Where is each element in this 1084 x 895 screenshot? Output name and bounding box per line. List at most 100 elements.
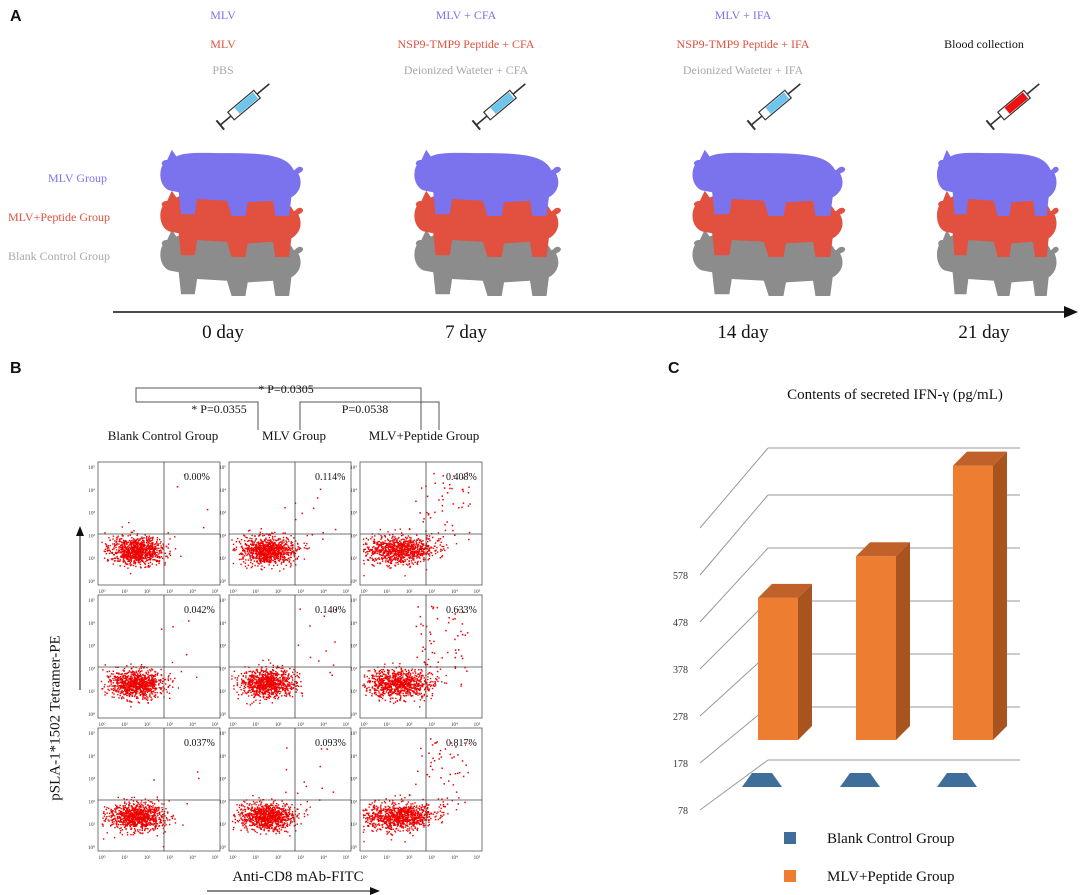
schedule-line: PBS	[212, 63, 234, 77]
gridline	[699, 494, 769, 576]
x-tick-label: 10¹	[252, 722, 259, 728]
x-tick-label: 10⁴	[320, 589, 327, 595]
timeline-illustration	[113, 83, 1078, 318]
y-tick-label: 10⁵	[219, 598, 226, 604]
x-axis-arrowhead	[370, 887, 380, 895]
significance-brackets	[135, 387, 440, 430]
x-tick-label: 10³	[167, 589, 174, 595]
x-tick-label: 10⁵	[474, 722, 481, 728]
p-value-blank-vs-peptide: * P=0.0305	[258, 382, 314, 396]
x-tick-label: 10²	[406, 855, 413, 861]
x-tick-label: 10⁴	[320, 722, 327, 728]
y-tick-label: 378	[673, 665, 688, 676]
y-tick-label: 10⁵	[350, 598, 357, 604]
y-tick-label: 10⁵	[88, 598, 95, 604]
y-tick-label: 10³	[89, 511, 96, 517]
y-tick-label: 10²	[89, 533, 96, 539]
quadrant-percentage: 0.093%	[315, 738, 346, 749]
y-tick-label: 10⁵	[350, 731, 357, 737]
panel-a-letter: A	[10, 8, 22, 25]
y-tick-label: 10¹	[351, 556, 358, 562]
y-tick-label: 10⁴	[350, 621, 357, 627]
y-tick-label: 278	[673, 712, 688, 723]
schedule-line: NSP9-TMP9 Peptide + CFA	[397, 37, 535, 51]
group-label-peptide: MLV+Peptide Group	[8, 210, 110, 224]
bar-blank-control	[937, 773, 977, 787]
y-tick-label: 10⁰	[88, 712, 95, 718]
x-tick-label: 10³	[298, 589, 305, 595]
y-tick-label: 10⁰	[219, 845, 226, 851]
day-label: 14 day	[717, 322, 769, 343]
x-tick-label: 10⁵	[474, 855, 481, 861]
column-label-mlv: MLV Group	[262, 428, 326, 443]
y-tick-label: 10⁴	[350, 754, 357, 760]
y-tick-label: 10²	[220, 666, 227, 672]
x-tick-label: 10⁴	[451, 722, 458, 728]
x-tick-label: 10³	[429, 589, 436, 595]
schedule-line: Deionized Wateter + CFA	[403, 63, 529, 77]
y-tick-label: 10³	[220, 644, 227, 650]
x-tick-label: 10⁴	[189, 722, 196, 728]
x-tick-label: 10⁰	[360, 722, 367, 728]
x-tick-label: 10⁵	[343, 722, 350, 728]
x-tick-label: 10¹	[252, 855, 259, 861]
x-tick-label: 10⁰	[360, 589, 367, 595]
x-tick-label: 10³	[429, 722, 436, 728]
schedule-line: Blood collection	[944, 37, 1024, 51]
day-label: 7 day	[445, 322, 487, 343]
quadrant-percentage: 0.042%	[184, 605, 215, 616]
x-tick-label: 10⁰	[229, 722, 236, 728]
bar-mlv-peptide	[953, 451, 1007, 740]
y-tick-label: 10¹	[220, 556, 227, 562]
legend-label: Blank Control Group	[827, 831, 955, 847]
x-tick-label: 10⁵	[343, 589, 350, 595]
y-tick-label: 10³	[220, 511, 227, 517]
x-tick-label: 10²	[144, 855, 151, 861]
x-tick-label: 10⁴	[189, 589, 196, 595]
quadrant-percentage: 0.817%	[446, 738, 477, 749]
x-tick-label: 10¹	[383, 855, 390, 861]
y-tick-label: 10⁵	[219, 731, 226, 737]
p-value-blank-vs-mlv: * P=0.0355	[191, 402, 247, 416]
y-tick-label: 10²	[89, 799, 96, 805]
quadrant-percentage: 0.633%	[446, 605, 477, 616]
y-tick-label: 10¹	[220, 689, 227, 695]
y-tick-label: 478	[673, 618, 688, 629]
x-tick-label: 10³	[298, 722, 305, 728]
schedule-line: MLV	[210, 8, 236, 22]
y-tick-label: 10⁰	[350, 845, 357, 851]
syringe-icon	[746, 83, 801, 131]
y-tick-label: 10²	[351, 533, 358, 539]
ifn-gamma-chart: 78 178 278 378 478 578 Blank Control Group MLV+…	[673, 447, 1020, 885]
y-tick-label: 10⁰	[350, 712, 357, 718]
x-tick-label: 10³	[167, 855, 174, 861]
day-label: 0 day	[202, 322, 244, 343]
y-tick-label: 10¹	[89, 556, 96, 562]
chart-title: Contents of secreted IFN-γ (pg/mL)	[787, 387, 1003, 403]
panel-c-letter: C	[668, 360, 680, 377]
bar-mlv-peptide	[758, 583, 812, 740]
y-tick-label: 10⁴	[219, 488, 226, 494]
quadrant-percentage: 0.037%	[184, 738, 215, 749]
pig-mlv-icon	[160, 149, 304, 216]
quadrant-percentage: 0.408%	[446, 472, 477, 483]
x-tick-label: 10⁵	[474, 589, 481, 595]
bar-blank-control	[742, 773, 782, 787]
y-tick-label: 10³	[351, 644, 358, 650]
y-tick-label: 178	[673, 759, 688, 770]
flow-cytometry-grid: 0.00%10⁰10⁰10¹10¹10²10²10³10³10⁴10⁴10⁵10…	[76, 461, 483, 895]
x-tick-label: 10²	[144, 589, 151, 595]
schedule-line: Deionized Wateter + IFA	[682, 63, 804, 77]
day-label: 21 day	[958, 322, 1010, 343]
quadrant-percentage: 0.00%	[184, 472, 210, 483]
y-tick-label: 10¹	[351, 689, 358, 695]
x-tick-label: 10²	[406, 589, 413, 595]
